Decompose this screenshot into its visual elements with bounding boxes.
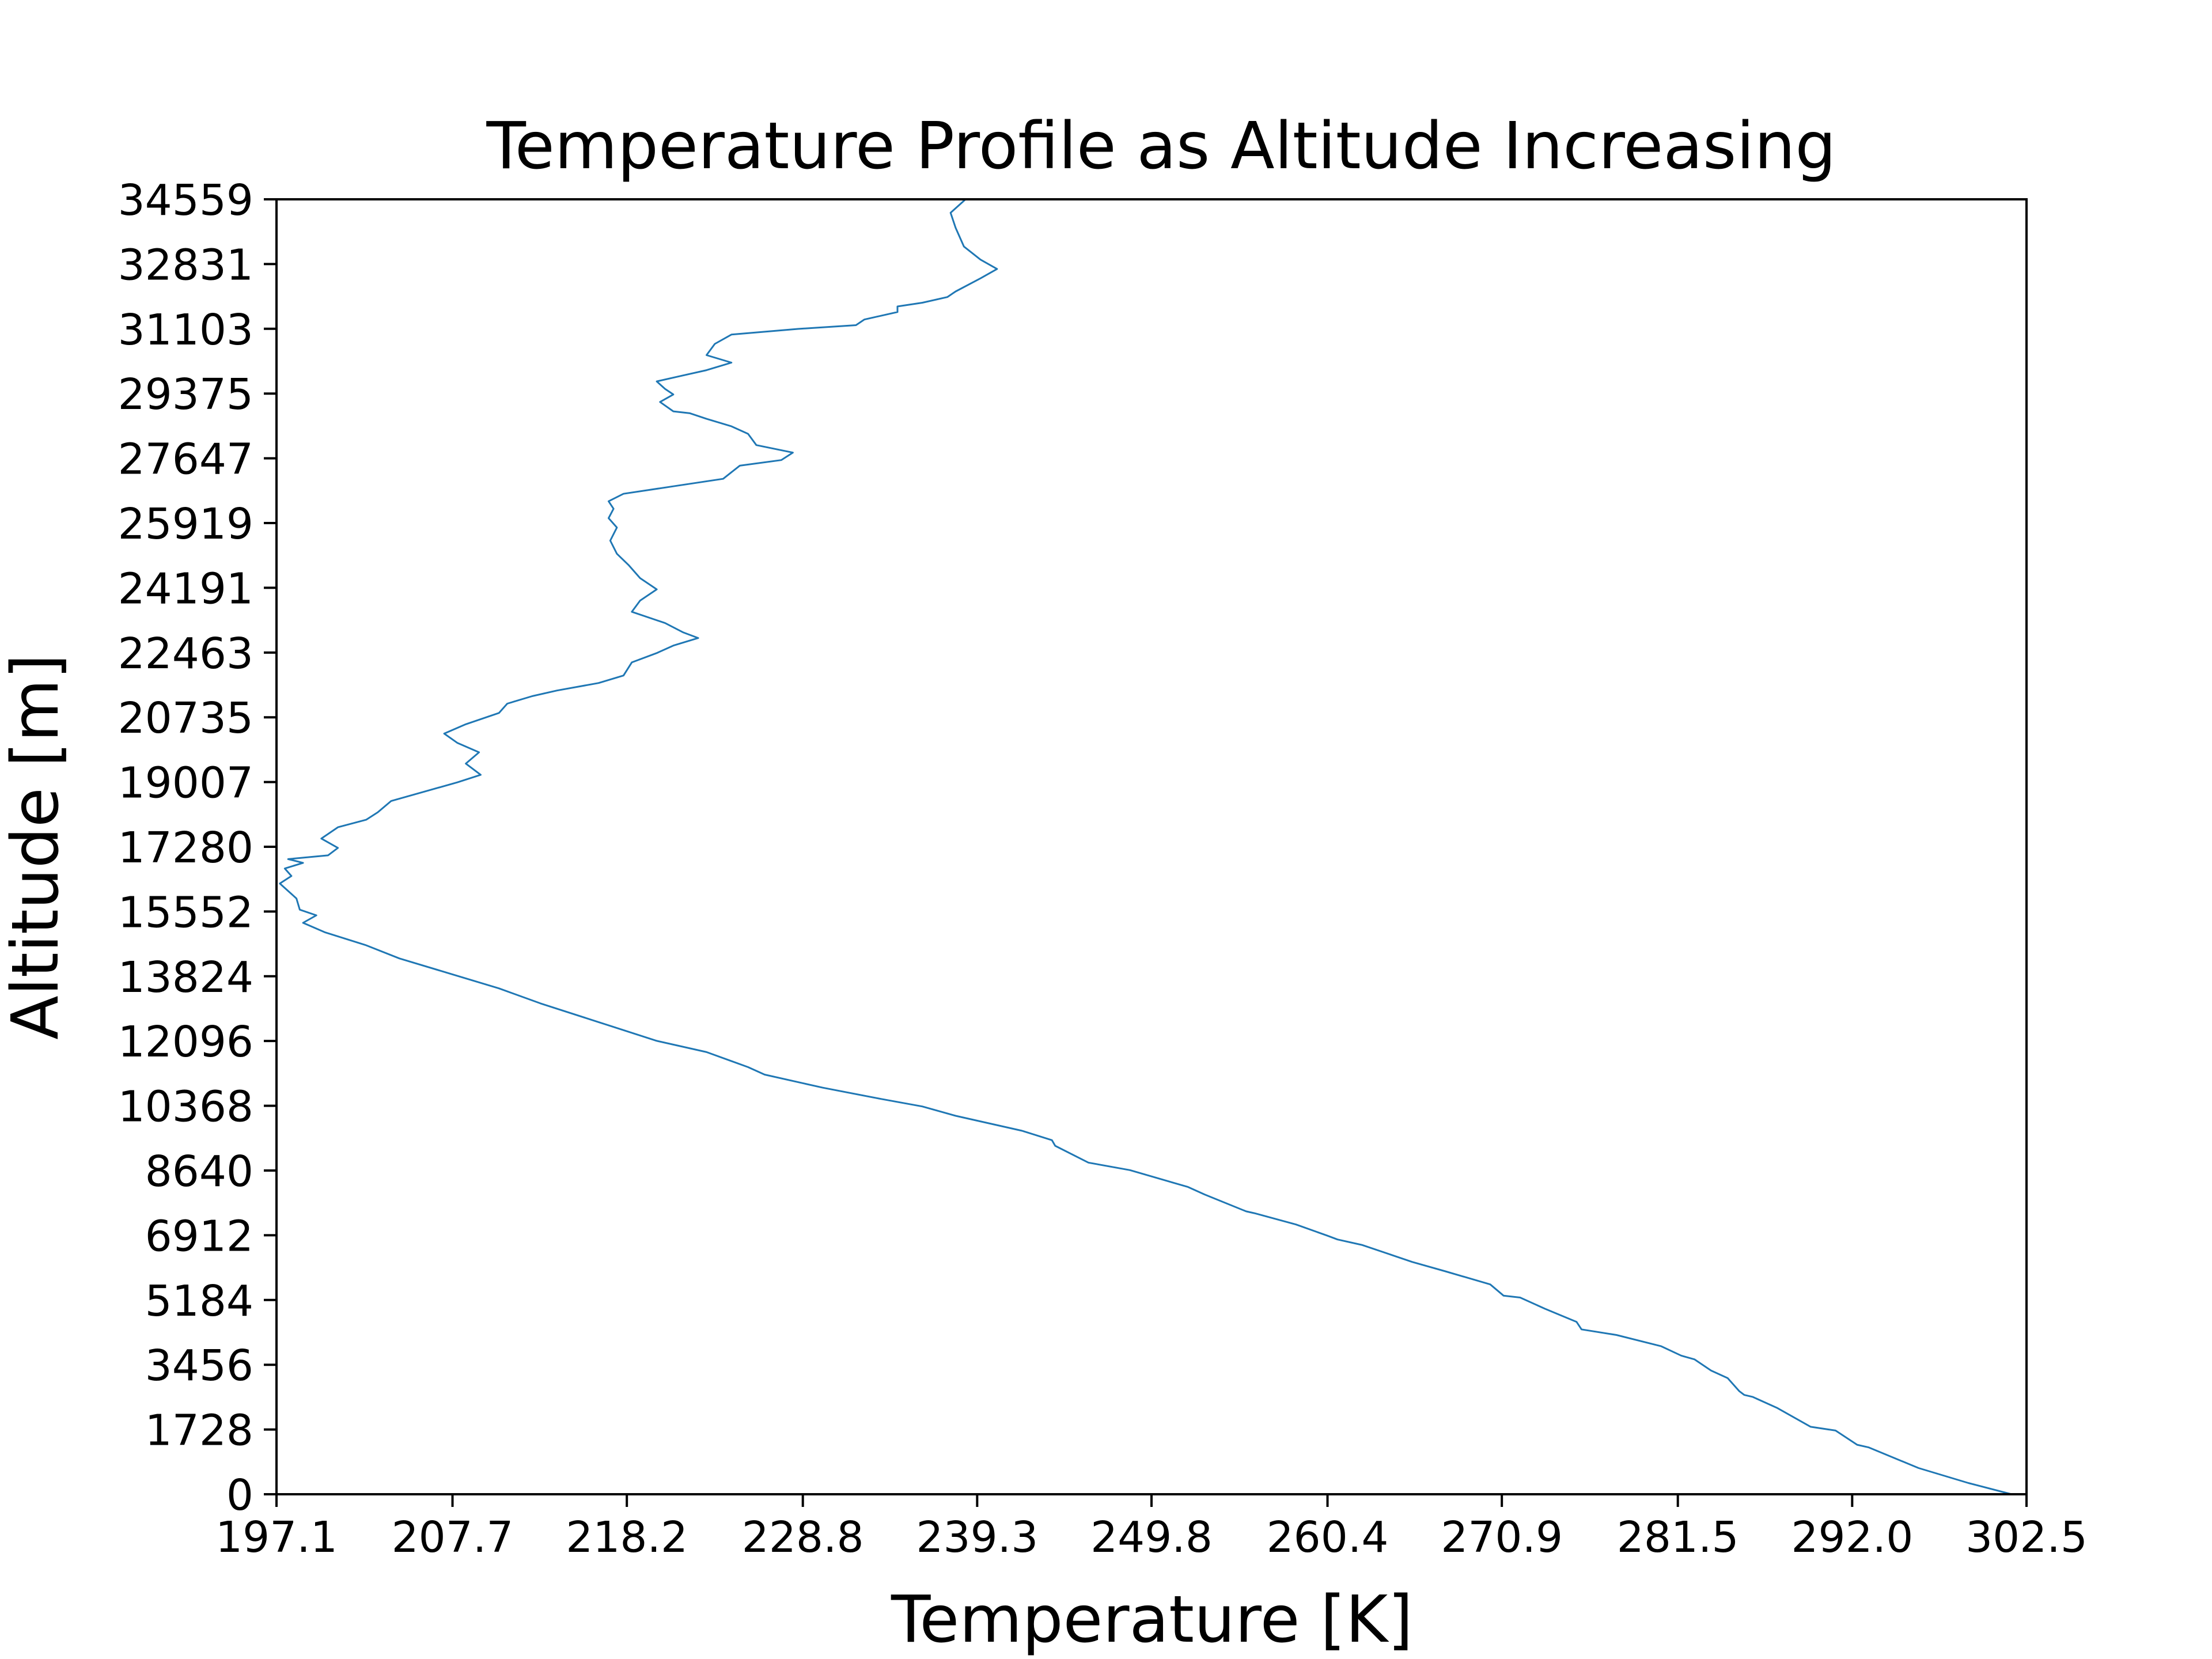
y-tick-label: 8640	[145, 1147, 253, 1196]
x-tick-label: 249.8	[1090, 1513, 1213, 1562]
x-tick-label: 281.5	[1617, 1513, 1739, 1562]
x-tick-label: 218.2	[566, 1513, 688, 1562]
y-tick-label: 20735	[118, 694, 253, 743]
y-tick-label: 25919	[118, 499, 253, 549]
y-tick-label: 1728	[145, 1406, 253, 1456]
y-tick-label: 3456	[145, 1341, 253, 1391]
y-tick-label: 12096	[118, 1017, 253, 1067]
y-tick-label: 5184	[145, 1277, 253, 1326]
y-tick-label: 10368	[118, 1082, 253, 1132]
y-tick-label: 22463	[118, 629, 253, 679]
y-axis-label: Altitude [m]	[0, 654, 73, 1040]
y-tick-label: 13824	[118, 953, 253, 1002]
y-tick-label: 29375	[118, 370, 253, 419]
x-tick-label: 207.7	[392, 1513, 514, 1562]
x-tick-label: 239.3	[916, 1513, 1038, 1562]
x-tick-label: 228.8	[742, 1513, 864, 1562]
x-tick-label: 260.4	[1267, 1513, 1389, 1562]
x-tick-label: 302.5	[1965, 1513, 2088, 1562]
y-tick-label: 17280	[118, 823, 253, 873]
y-tick-label: 27647	[118, 435, 253, 484]
y-axis-ticks: 0 1728 3456 5184 6912 8640 10368 12096 13824 1555…	[118, 176, 276, 1520]
x-axis-label: Temperature [K]	[891, 1582, 1413, 1657]
plot-frame	[275, 198, 2028, 1495]
y-tick-label: 24191	[118, 564, 253, 613]
x-tick-label: 270.9	[1441, 1513, 1563, 1562]
y-tick-label: 6912	[145, 1211, 253, 1261]
temperature-series-line	[279, 198, 2012, 1495]
chart-title: Temperature Profile as Altitude Increasi…	[486, 109, 1836, 184]
x-axis-ticks: 197.1 207.7 218.2 228.8 239.3 249.8 260.4 270.9…	[215, 1494, 2088, 1562]
x-tick-label: 197.1	[215, 1513, 338, 1562]
y-tick-label: 34559	[118, 176, 253, 225]
y-tick-label: 15552	[118, 888, 253, 937]
x-tick-label: 292.0	[1791, 1513, 1913, 1562]
y-tick-label: 31103	[118, 305, 253, 355]
y-tick-label: 19007	[118, 759, 253, 808]
y-tick-label: 32831	[118, 240, 253, 290]
y-tick-label: 0	[226, 1471, 253, 1520]
